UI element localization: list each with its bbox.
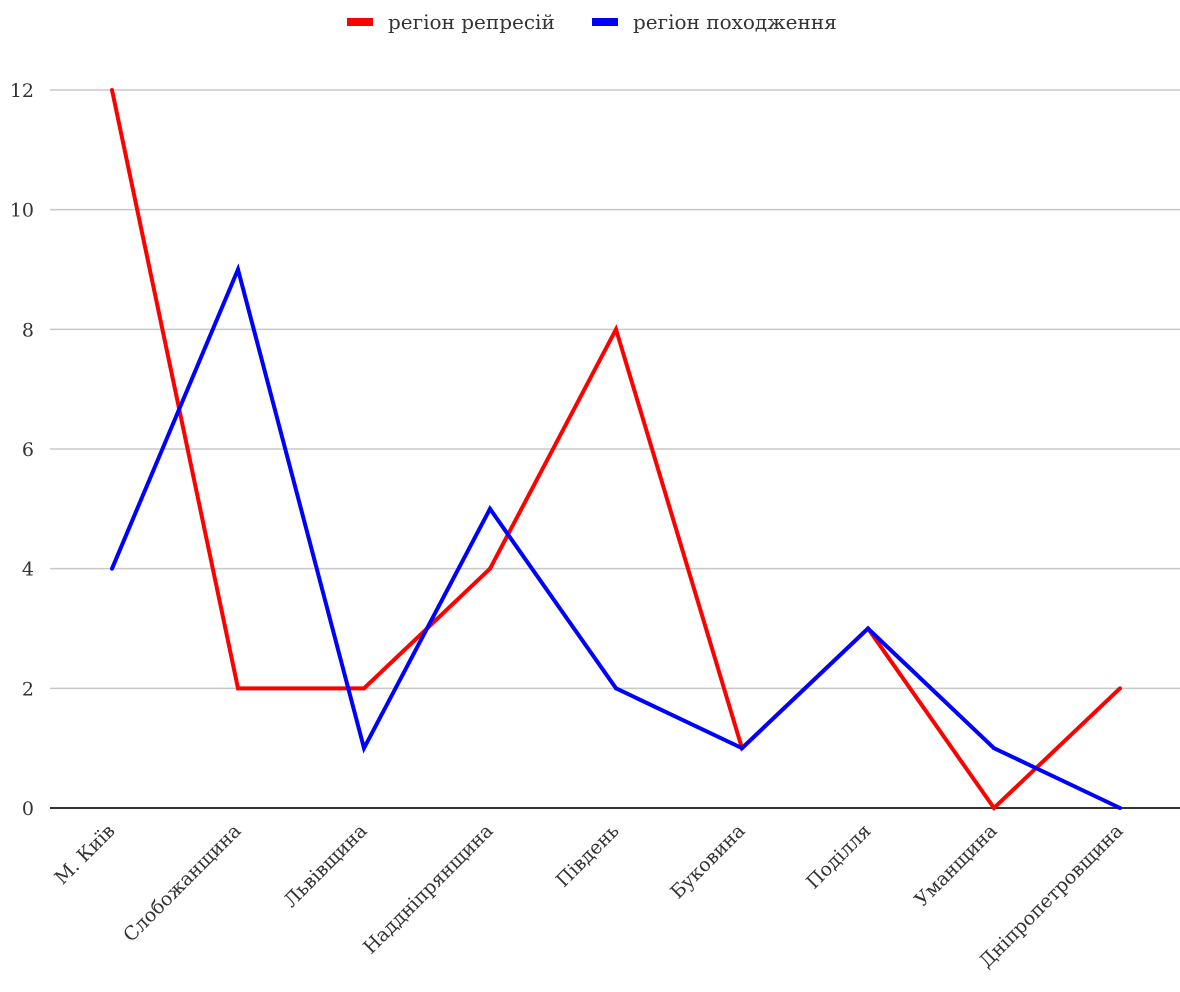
grid [50,89,1180,690]
legend-swatch [347,18,373,26]
y-tick-label: 0 [22,798,34,820]
data-point [110,566,114,571]
data-point [1118,686,1122,691]
data-point [110,88,114,92]
x-tick-label: Південь [552,820,624,892]
x-tick-label: Дніпропетровщина [975,820,1127,972]
x-tick-label: Наддніпрянщина [359,820,497,958]
legend: регіон репресій регіон походження [347,10,837,34]
y-tick-label: 4 [22,559,34,581]
x-tick-label: Буковина [666,820,749,903]
y-tick-label: 10 [10,200,34,222]
data-point [992,806,996,810]
y-axis: 0 2 4 6 8 10 12 [10,80,34,820]
x-tick-label: Слобожанщина [119,820,245,946]
x-tick-label: М. Київ [50,820,119,889]
data-point [614,686,618,691]
data-point [1118,806,1122,810]
y-tick-label: 8 [22,319,34,341]
data-point [488,566,492,571]
x-tick-label: Уманщина [910,820,1001,911]
data-point [236,686,240,691]
y-tick-label: 2 [22,678,34,700]
x-tick-label: Львівщина [280,820,372,912]
data-point [362,746,366,751]
y-tick-label: 12 [10,80,34,102]
data-point [740,746,744,751]
data-point [488,506,492,511]
series-layer [110,88,1122,812]
legend-label: регіон репресій [388,10,555,34]
data-point [866,626,870,631]
legend-item-0: регіон репресій [347,10,555,34]
legend-label: регіон походження [633,10,837,34]
data-point [362,686,366,691]
series-1 [110,263,1122,810]
data-point [614,327,618,332]
legend-swatch [592,18,618,26]
data-point [992,746,996,751]
series-line-1 [110,263,1121,810]
legend-item-1: регіон походження [592,10,837,34]
x-axis: М. Київ Слобожанщина ЛьвівщинаНаддніпрянщи… [50,807,1180,972]
y-tick-label: 6 [22,439,34,461]
data-point [236,267,240,272]
x-tick-label: Поділля [802,820,875,893]
